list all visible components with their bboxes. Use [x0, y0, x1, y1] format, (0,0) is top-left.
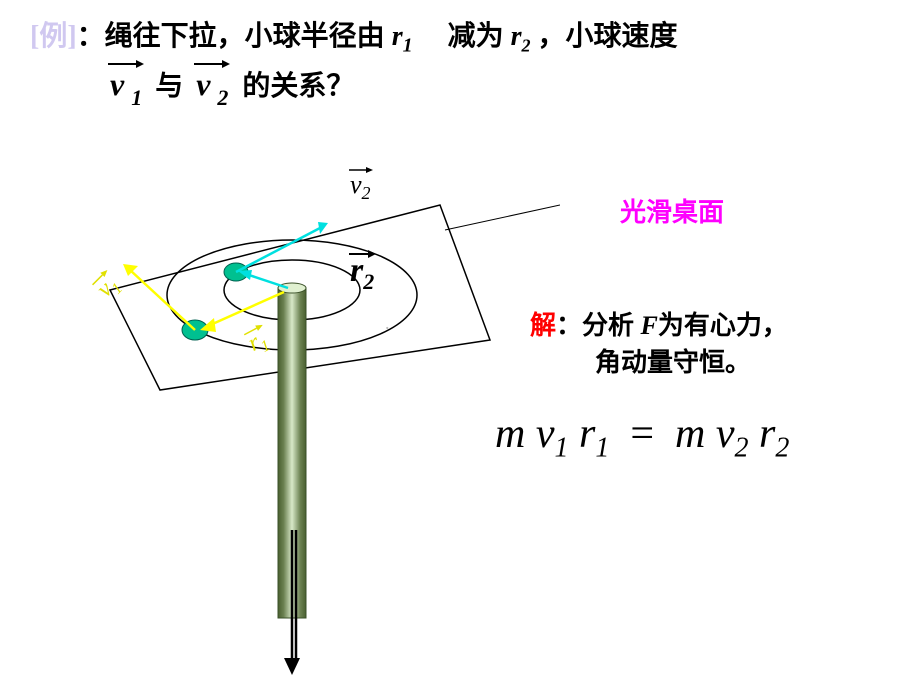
r1-symbol: r1	[392, 21, 413, 52]
angular-momentum-equation: m v1 r1 = m v2 r2	[495, 410, 789, 464]
r2-symbol: r2	[511, 21, 531, 52]
colon1: ：	[77, 21, 105, 52]
example-label: [例]：绳往下拉，小球半径由 r1 减为 r2 ，小球速度	[30, 14, 678, 58]
line1-c: ，小球速度	[538, 21, 678, 52]
line1-b: 减为	[448, 21, 504, 52]
physics-diagram	[60, 160, 560, 680]
watermark-dot: .	[385, 313, 390, 334]
problem-line2: v 1 与 v 2 的关系？	[110, 64, 354, 104]
solve-label: 解	[530, 311, 556, 340]
v2-label: v2	[350, 170, 371, 204]
r2-label: r2	[350, 252, 374, 295]
solution-line1: 解：分析 F为有心力，	[530, 305, 788, 342]
table-surface-label: 光滑桌面	[620, 192, 724, 229]
v2-vector: v 2	[196, 66, 228, 103]
line1-a: 绳往下拉，小球半径由	[105, 21, 385, 52]
example-tag: [例]	[30, 21, 77, 52]
solution-line2: 角动量守恒。	[595, 342, 751, 379]
v1-vector: v 1	[110, 66, 142, 103]
